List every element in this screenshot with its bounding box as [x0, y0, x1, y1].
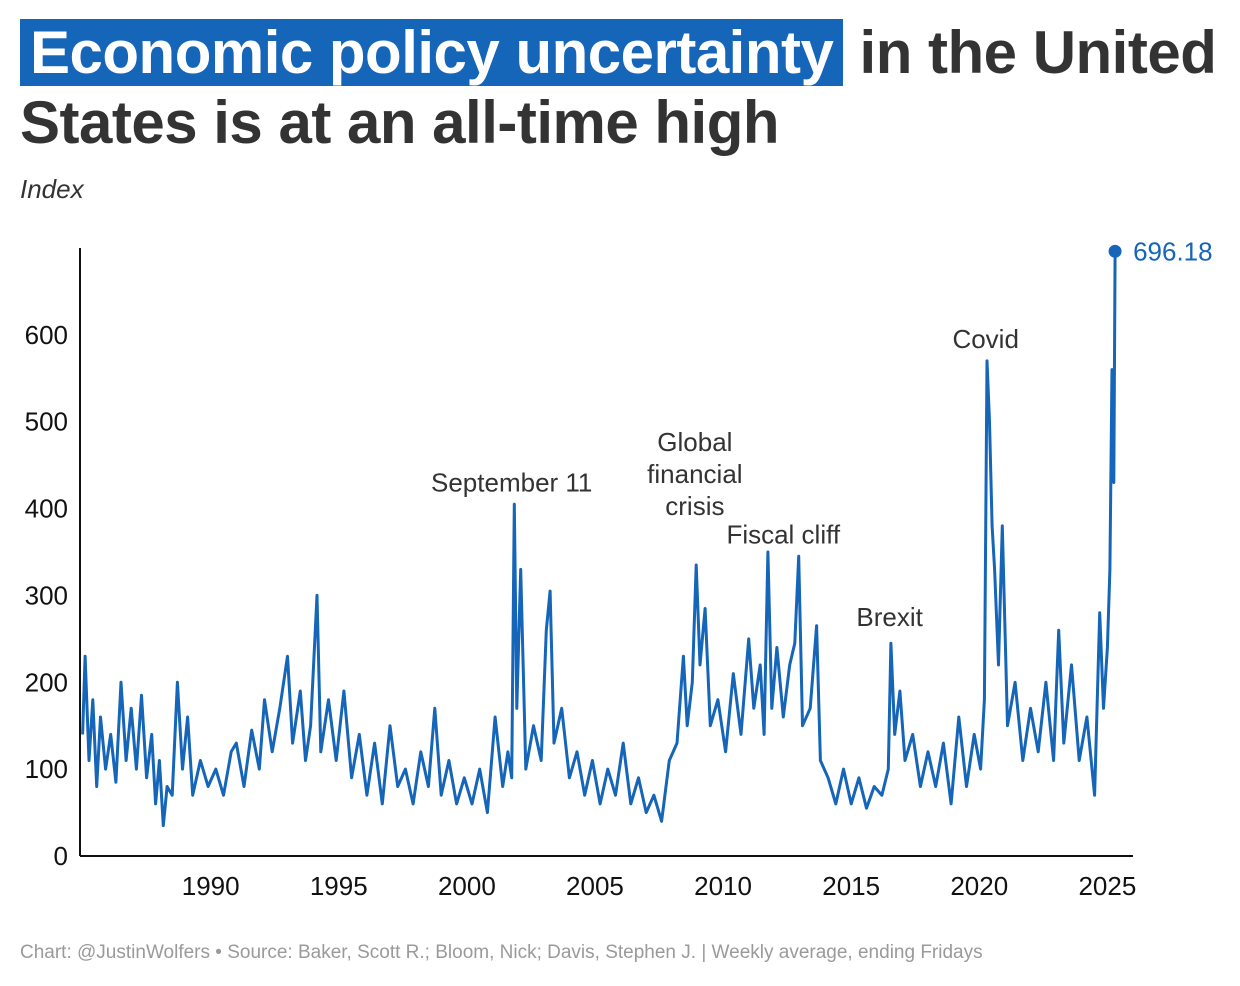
x-tick-label: 2000: [438, 871, 496, 901]
x-tick-label: 2005: [566, 871, 624, 901]
y-tick-label: 200: [25, 667, 68, 697]
y-tick-label: 500: [25, 407, 68, 437]
end-value-label: 696.18: [1133, 236, 1213, 266]
y-axis-unit-label: Index: [20, 174, 84, 204]
x-tick-label: 1995: [310, 871, 368, 901]
x-tick-label: 2010: [694, 871, 752, 901]
x-tick-label: 2025: [1078, 871, 1136, 901]
y-tick-label: 600: [25, 320, 68, 350]
annotation-label: Covid: [952, 324, 1018, 354]
x-tick-label: 1990: [182, 871, 240, 901]
annotation-label: September 11: [431, 468, 592, 498]
annotation-label: Global financial crisis: [647, 427, 742, 521]
y-tick-label: 400: [25, 494, 68, 524]
y-tick-label: 100: [25, 754, 68, 784]
source-credit: Chart: @JustinWolfers • Source: Baker, S…: [20, 942, 983, 963]
y-tick-label: 0: [54, 841, 68, 871]
title-highlight: Economic policy uncertainty: [20, 19, 844, 86]
annotation-label: Fiscal cliff: [726, 520, 840, 550]
series-line: [81, 251, 1117, 828]
annotation-label: Brexit: [856, 602, 923, 632]
line-chart: 0 100 200 300 400 500 600 1990 1995 2000 2005 2010 2…: [25, 236, 1213, 901]
title-rest: in the United States is at an all-time h…: [20, 19, 1217, 156]
x-tick-label: 2015: [822, 871, 880, 901]
end-point-marker: [1108, 244, 1122, 258]
x-tick-label: 2020: [950, 871, 1008, 901]
y-tick-label: 300: [25, 580, 68, 610]
chart-title: Economic policy uncertainty in the Unite…: [20, 18, 1220, 158]
